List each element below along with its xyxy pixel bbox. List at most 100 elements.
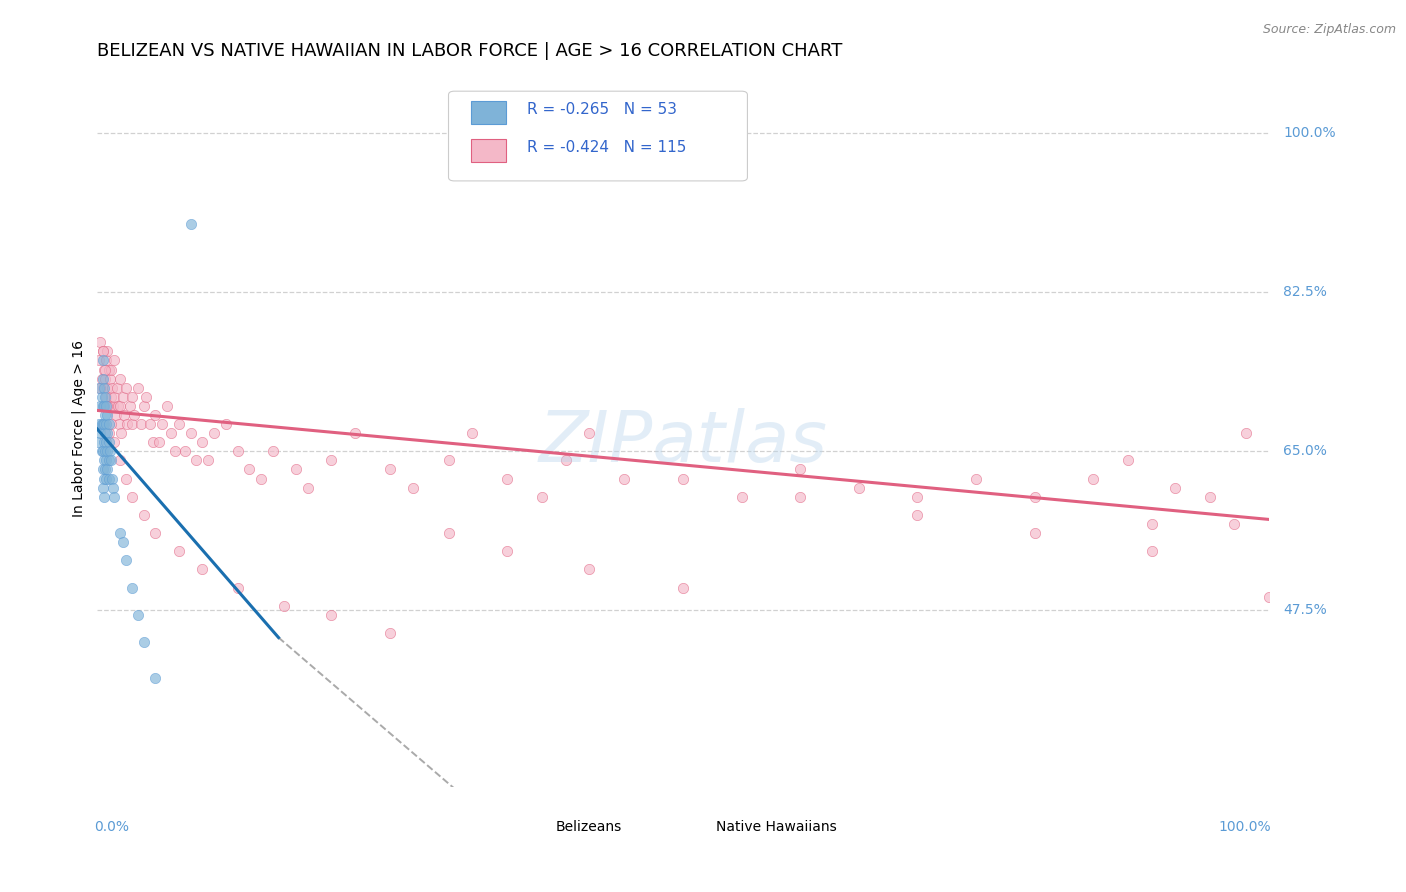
Point	[97, 417, 120, 431]
Point	[132, 508, 155, 522]
Point	[1118, 453, 1140, 467]
Point	[89, 381, 111, 395]
Y-axis label: In Labor Force | Age > 16: In Labor Force | Age > 16	[72, 340, 86, 517]
Point	[96, 353, 118, 368]
Text: BELIZEAN VS NATIVE HAWAIIAN IN LABOR FORCE | AGE > 16 CORRELATION CHART: BELIZEAN VS NATIVE HAWAIIAN IN LABOR FOR…	[97, 42, 842, 60]
FancyBboxPatch shape	[449, 91, 748, 181]
Point	[789, 462, 811, 476]
Point	[191, 435, 214, 450]
Point	[197, 453, 219, 467]
Point	[121, 581, 143, 595]
Point	[135, 390, 157, 404]
Point	[93, 471, 115, 485]
Point	[118, 399, 141, 413]
Point	[159, 426, 181, 441]
Point	[96, 453, 118, 467]
Point	[115, 381, 138, 395]
Point	[90, 417, 112, 431]
Point	[94, 371, 117, 385]
Point	[167, 544, 190, 558]
Point	[215, 417, 238, 431]
Point	[97, 362, 120, 376]
Point	[111, 390, 134, 404]
Point	[97, 399, 120, 413]
Point	[496, 471, 519, 485]
Point	[905, 490, 928, 504]
Point	[1140, 516, 1163, 531]
Point	[165, 444, 187, 458]
Point	[115, 471, 138, 485]
Point	[789, 490, 811, 504]
Point	[121, 490, 143, 504]
Point	[965, 471, 987, 485]
Point	[124, 408, 146, 422]
Point	[100, 362, 122, 376]
Point	[117, 417, 139, 431]
Point	[94, 390, 117, 404]
Point	[121, 417, 143, 431]
Point	[321, 453, 343, 467]
Point	[87, 435, 110, 450]
Point	[105, 381, 128, 395]
Point	[145, 408, 167, 422]
Point	[101, 381, 124, 395]
Point	[186, 453, 208, 467]
Point	[90, 390, 112, 404]
Point	[100, 453, 122, 467]
Point	[91, 381, 114, 395]
Point	[297, 481, 319, 495]
Point	[343, 426, 366, 441]
Point	[91, 344, 114, 359]
FancyBboxPatch shape	[471, 101, 506, 124]
Point	[110, 371, 132, 385]
Point	[730, 490, 752, 504]
Point	[103, 390, 125, 404]
Point	[1024, 526, 1046, 541]
Point	[94, 362, 117, 376]
Point	[96, 417, 118, 431]
Point	[191, 562, 214, 576]
FancyBboxPatch shape	[471, 138, 506, 161]
Point	[131, 417, 153, 431]
Text: 0.0%: 0.0%	[94, 820, 129, 834]
Point	[93, 490, 115, 504]
Point	[94, 399, 117, 413]
Point	[89, 335, 111, 350]
Point	[91, 399, 114, 413]
Point	[103, 490, 125, 504]
Point	[111, 535, 134, 549]
Point	[115, 553, 138, 567]
Point	[905, 508, 928, 522]
Point	[156, 399, 179, 413]
Point	[89, 417, 111, 431]
Text: R = -0.265   N = 53: R = -0.265 N = 53	[527, 103, 678, 118]
Point	[93, 453, 115, 467]
Point	[103, 481, 125, 495]
Point	[578, 426, 600, 441]
Point	[89, 426, 111, 441]
Point	[226, 581, 249, 595]
Point	[93, 399, 115, 413]
Point	[1258, 590, 1281, 604]
Point	[202, 426, 225, 441]
Point	[97, 471, 120, 485]
Point	[90, 371, 112, 385]
Point	[672, 471, 695, 485]
Point	[238, 462, 260, 476]
Point	[91, 462, 114, 476]
Point	[1199, 490, 1222, 504]
Point	[96, 471, 118, 485]
Point	[167, 417, 190, 431]
Point	[101, 471, 124, 485]
FancyBboxPatch shape	[700, 813, 730, 830]
Text: Source: ZipAtlas.com: Source: ZipAtlas.com	[1263, 23, 1396, 37]
Point	[1223, 516, 1246, 531]
Point	[98, 399, 121, 413]
Point	[110, 453, 132, 467]
Point	[94, 408, 117, 422]
Point	[96, 435, 118, 450]
Point	[1164, 481, 1187, 495]
Point	[98, 444, 121, 458]
Point	[96, 344, 118, 359]
Point	[110, 426, 132, 441]
